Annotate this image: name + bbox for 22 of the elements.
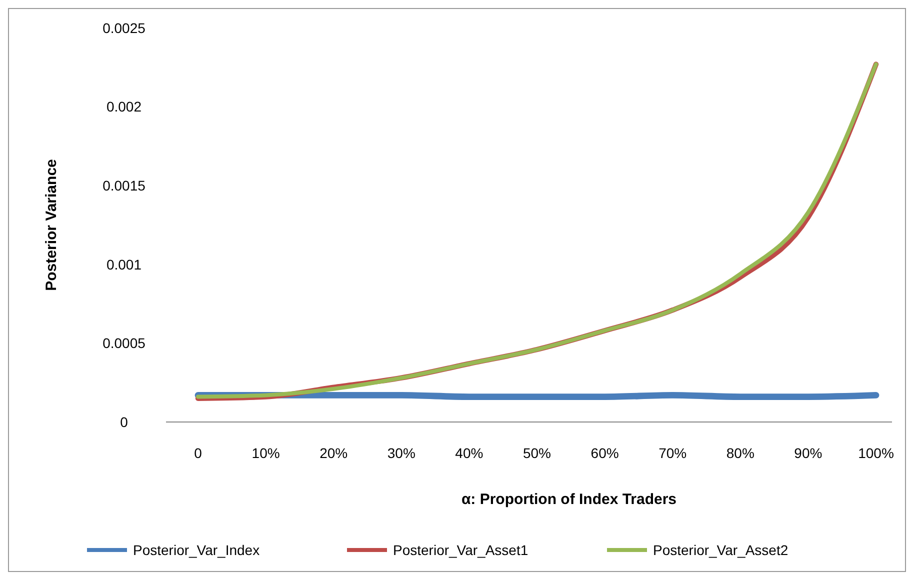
y-tick-label: 0 (120, 414, 128, 430)
y-tick-label: 0.002 (106, 98, 142, 115)
x-tick-label: 20% (320, 445, 348, 461)
y-tick-label: 0.0015 (102, 178, 146, 194)
y-tick-label: 0.001 (106, 256, 142, 272)
legend-label: Posterior_Var_Asset1 (393, 542, 528, 558)
x-tick-label: 30% (387, 445, 416, 461)
y-tick-label: 0.0005 (102, 335, 146, 352)
x-tick-label: 40% (455, 445, 484, 461)
x-tick-label: 70% (658, 445, 687, 461)
legend-label: Posterior_Var_Index (133, 542, 260, 558)
x-tick-label: 10% (252, 445, 280, 461)
x-tick-label: 60% (590, 445, 619, 461)
x-axis-title: α: Proportion of Index Traders (461, 491, 677, 508)
y-axis-title: Posterior Variance (43, 159, 60, 291)
x-tick-label: 0 (194, 445, 202, 461)
x-tick-label: 50% (522, 445, 552, 461)
x-tick-label: 80% (726, 445, 754, 461)
x-tick-label: 100% (858, 445, 894, 461)
legend-label: Posterior_Var_Asset2 (653, 542, 788, 558)
y-tick-label: 0.0025 (102, 20, 146, 36)
x-tick-label: 90% (794, 445, 822, 461)
